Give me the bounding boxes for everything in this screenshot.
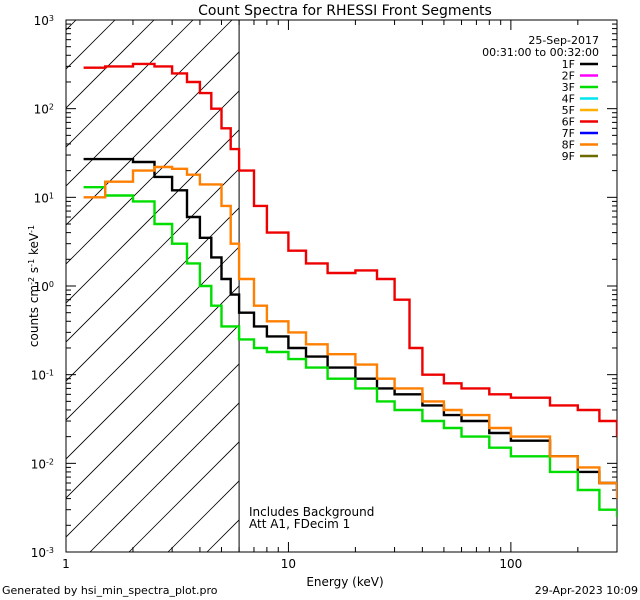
plot-frame bbox=[65, 19, 618, 553]
ylabel-main: counts cm bbox=[27, 285, 41, 347]
annotation-attenuator: Att A1, FDecim 1 bbox=[249, 517, 350, 531]
chart-title: Count Spectra for RHESSI Front Segments bbox=[198, 3, 492, 19]
hatch-line bbox=[402, 20, 640, 552]
hatch-line bbox=[66, 207, 240, 382]
x-axis-label: Energy (keV) bbox=[306, 575, 383, 589]
hatch-line bbox=[66, 168, 240, 343]
legend-label-3F: 3F bbox=[562, 81, 575, 94]
y-tick-label: 102 bbox=[34, 102, 54, 117]
y-tick-label: 103 bbox=[34, 14, 54, 29]
footer-generated: Generated by hsi_min_spectra_plot.pro bbox=[2, 584, 218, 597]
series-1F bbox=[83, 157, 617, 490]
ylabel-mid: s bbox=[27, 267, 41, 277]
axis-ticks bbox=[65, 19, 618, 553]
legend-label-5F: 5F bbox=[562, 104, 575, 117]
hatch-line bbox=[66, 363, 240, 538]
legend-label-4F: 4F bbox=[562, 93, 575, 106]
legend-label-9F: 9F bbox=[562, 150, 575, 163]
hatch-line bbox=[66, 20, 194, 148]
series-6F bbox=[83, 62, 617, 437]
ylabel-end: keV bbox=[27, 232, 41, 259]
y-tick-label: 100 bbox=[34, 280, 54, 295]
date-label: 25-Sep-2017 bbox=[528, 34, 599, 47]
hatched-region bbox=[66, 20, 640, 552]
hatch-line bbox=[66, 51, 240, 226]
y-axis-label: counts cm-2 s-1 keV-1 bbox=[27, 225, 42, 347]
hatch-line bbox=[636, 20, 640, 552]
hatch-line bbox=[89, 402, 240, 552]
y-tick-labels: 10-3 10-2 10-1 100 101 102 103 bbox=[31, 14, 54, 561]
time-range-label: 00:31:00 to 00:32:00 bbox=[482, 46, 599, 59]
x-tick-label: 10 bbox=[281, 557, 296, 571]
series-8F bbox=[83, 165, 617, 499]
ylabel-exp2: -1 bbox=[27, 259, 36, 267]
series-group bbox=[83, 62, 617, 517]
legend-label-6F: 6F bbox=[562, 116, 575, 129]
hatch-line bbox=[597, 20, 640, 552]
ylabel-exp1: -2 bbox=[27, 277, 36, 285]
y-tick-label: 10-2 bbox=[31, 457, 54, 472]
legend-label-7F: 7F bbox=[562, 127, 575, 140]
legend-label-1F: 1F bbox=[562, 58, 575, 71]
x-tick-label: 1 bbox=[62, 557, 70, 571]
y-tick-label: 10-3 bbox=[31, 546, 54, 561]
footer-timestamp: 29-Apr-2023 10:09 bbox=[535, 584, 638, 597]
hatch-line bbox=[128, 441, 240, 552]
series-3F bbox=[83, 186, 617, 517]
y-tick-label: 10-1 bbox=[31, 368, 54, 383]
hatch-line bbox=[66, 324, 240, 499]
x-tick-label: 100 bbox=[499, 557, 522, 571]
legend-label-2F: 2F bbox=[562, 70, 575, 83]
hatch-line bbox=[66, 129, 240, 304]
y-tick-label: 101 bbox=[34, 191, 54, 206]
legend-label-8F: 8F bbox=[562, 139, 575, 152]
x-tick-labels: 1 10 100 bbox=[62, 557, 522, 571]
ylabel-exp3: -1 bbox=[27, 225, 36, 233]
annotation-background: Includes Background bbox=[249, 505, 374, 519]
hatch-line bbox=[66, 20, 116, 70]
hatch-line bbox=[66, 20, 233, 187]
